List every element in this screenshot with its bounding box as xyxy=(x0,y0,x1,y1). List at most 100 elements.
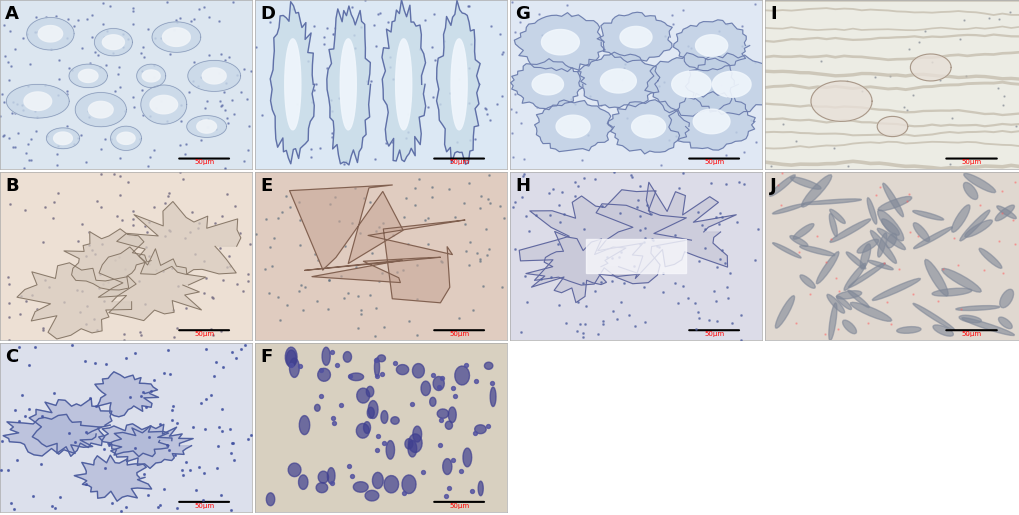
Polygon shape xyxy=(150,95,177,114)
Point xyxy=(269,293,285,301)
Point xyxy=(660,135,677,144)
Point xyxy=(248,43,264,52)
Point xyxy=(184,77,201,85)
Polygon shape xyxy=(876,233,886,257)
Point xyxy=(0,280,16,288)
Point xyxy=(368,227,384,235)
Text: D: D xyxy=(260,5,275,23)
Point xyxy=(346,184,363,193)
Point xyxy=(165,306,181,314)
Point xyxy=(185,58,202,66)
Point xyxy=(87,250,103,259)
Point xyxy=(667,132,684,140)
Polygon shape xyxy=(110,126,142,150)
Point xyxy=(81,242,97,250)
Point xyxy=(278,301,294,309)
Text: 50μm: 50μm xyxy=(448,159,469,165)
Point xyxy=(335,294,352,302)
Polygon shape xyxy=(771,243,801,258)
Point xyxy=(513,328,529,336)
Point xyxy=(0,112,8,121)
Point xyxy=(56,298,72,306)
Point xyxy=(222,262,238,270)
Point xyxy=(4,143,20,151)
Point xyxy=(281,202,298,211)
Point xyxy=(957,72,973,80)
Point xyxy=(49,150,65,158)
Point xyxy=(642,210,658,218)
Point xyxy=(97,464,113,472)
Point xyxy=(562,126,579,134)
Polygon shape xyxy=(793,224,813,239)
Polygon shape xyxy=(316,483,327,493)
Point xyxy=(353,23,369,31)
Polygon shape xyxy=(186,115,226,138)
Point xyxy=(517,212,533,220)
Point xyxy=(146,376,162,384)
Point xyxy=(727,128,743,136)
Point xyxy=(214,101,230,109)
Point xyxy=(217,106,233,114)
Point xyxy=(624,174,640,182)
Point xyxy=(169,19,185,27)
Point xyxy=(707,297,723,305)
Point xyxy=(90,51,106,59)
Polygon shape xyxy=(532,74,562,95)
Point xyxy=(261,288,277,297)
Point xyxy=(218,263,234,271)
Point xyxy=(572,320,588,329)
Point xyxy=(361,290,377,299)
Point xyxy=(801,290,817,298)
Point xyxy=(194,73,210,81)
Point xyxy=(29,113,45,121)
Point xyxy=(312,392,328,401)
Point xyxy=(89,327,105,335)
Point xyxy=(409,295,425,303)
Point xyxy=(51,56,67,64)
Point xyxy=(290,197,307,205)
Polygon shape xyxy=(478,481,483,496)
Point xyxy=(636,237,652,246)
Point xyxy=(196,289,212,298)
Point xyxy=(175,176,192,184)
Point xyxy=(147,34,163,42)
Point xyxy=(503,129,520,137)
Point xyxy=(516,170,532,178)
Point xyxy=(1004,216,1019,225)
Point xyxy=(477,105,493,113)
Polygon shape xyxy=(959,210,988,241)
Point xyxy=(213,491,229,500)
Point xyxy=(491,29,507,38)
Point xyxy=(397,134,414,143)
Point xyxy=(960,330,976,338)
Point xyxy=(161,227,177,235)
Point xyxy=(9,456,25,464)
Point xyxy=(399,241,416,249)
Polygon shape xyxy=(876,228,905,250)
Polygon shape xyxy=(380,410,387,423)
Point xyxy=(367,356,383,364)
Point xyxy=(822,235,839,243)
Polygon shape xyxy=(382,0,425,162)
Polygon shape xyxy=(910,54,951,81)
Point xyxy=(712,80,729,89)
Point xyxy=(308,80,324,89)
Point xyxy=(733,42,749,50)
Polygon shape xyxy=(288,463,301,477)
Point xyxy=(635,283,651,291)
Point xyxy=(570,298,586,306)
Point xyxy=(898,106,914,114)
Point xyxy=(191,5,207,13)
Point xyxy=(643,234,659,243)
Polygon shape xyxy=(607,100,689,154)
Point xyxy=(41,283,57,291)
Point xyxy=(708,263,725,271)
Polygon shape xyxy=(912,303,954,330)
Point xyxy=(432,441,448,449)
Polygon shape xyxy=(408,440,417,457)
Point xyxy=(318,64,334,72)
Point xyxy=(514,193,530,201)
Polygon shape xyxy=(366,386,373,397)
Text: A: A xyxy=(5,5,19,23)
Polygon shape xyxy=(187,60,240,91)
